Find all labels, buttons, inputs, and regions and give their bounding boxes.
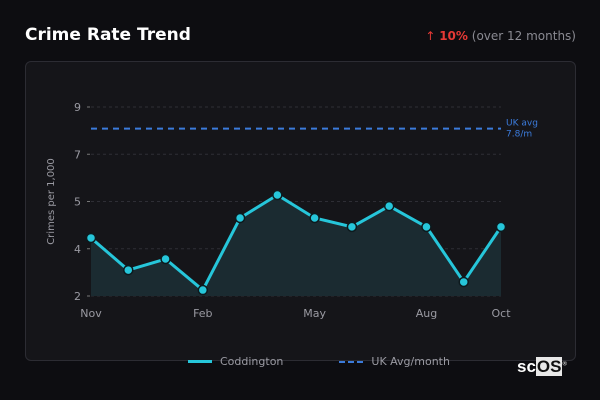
legend-series-label: Coddington	[220, 355, 284, 368]
x-tick-label: Nov	[80, 307, 102, 320]
x-tick-label: Feb	[193, 307, 212, 320]
logo-os: OS	[535, 357, 563, 376]
y-tick-label: 4	[74, 243, 81, 256]
legend-series-swatch	[188, 360, 212, 363]
data-point	[495, 221, 507, 233]
data-point	[421, 221, 432, 233]
y-axis-label: Crimes per 1,000	[46, 158, 57, 245]
data-point	[383, 200, 395, 212]
x-tick-label: Aug	[416, 307, 437, 320]
data-point	[123, 264, 134, 276]
data-point	[160, 253, 171, 265]
uk-average-value: 7.8/m	[506, 130, 532, 140]
uk-average-label: UK avg	[506, 119, 538, 129]
trend-period: (over 12 months)	[471, 29, 576, 43]
y-tick-label: 9	[74, 101, 81, 114]
data-point	[85, 232, 97, 244]
data-point	[197, 284, 209, 296]
logo-sc: sc	[517, 357, 536, 376]
trend-up-arrow-icon: ↑	[425, 29, 436, 43]
y-tick-label: 2	[74, 290, 81, 303]
y-tick-label: 7	[74, 148, 81, 161]
data-point	[234, 212, 246, 224]
legend-avg-swatch	[339, 360, 364, 363]
x-tick-label: May	[303, 307, 326, 320]
series-line	[90, 193, 503, 292]
scos-logo: scOS®	[517, 357, 567, 377]
legend: Coddington UK Avg/month	[188, 355, 450, 368]
trend-percent: 10%	[439, 29, 468, 43]
y-tick-label: 5	[74, 196, 81, 209]
data-point	[458, 276, 469, 288]
trend-summary: ↑ 10% (over 12 months)	[425, 29, 576, 43]
data-point	[346, 221, 358, 233]
series-area	[91, 195, 501, 296]
legend-avg-label: UK Avg/month	[371, 355, 450, 368]
logo-mark: ®	[562, 361, 567, 368]
chart-title: Crime Rate Trend	[25, 25, 191, 45]
x-tick-label: Oct	[491, 307, 511, 320]
data-point	[309, 212, 320, 224]
data-point	[272, 189, 283, 201]
